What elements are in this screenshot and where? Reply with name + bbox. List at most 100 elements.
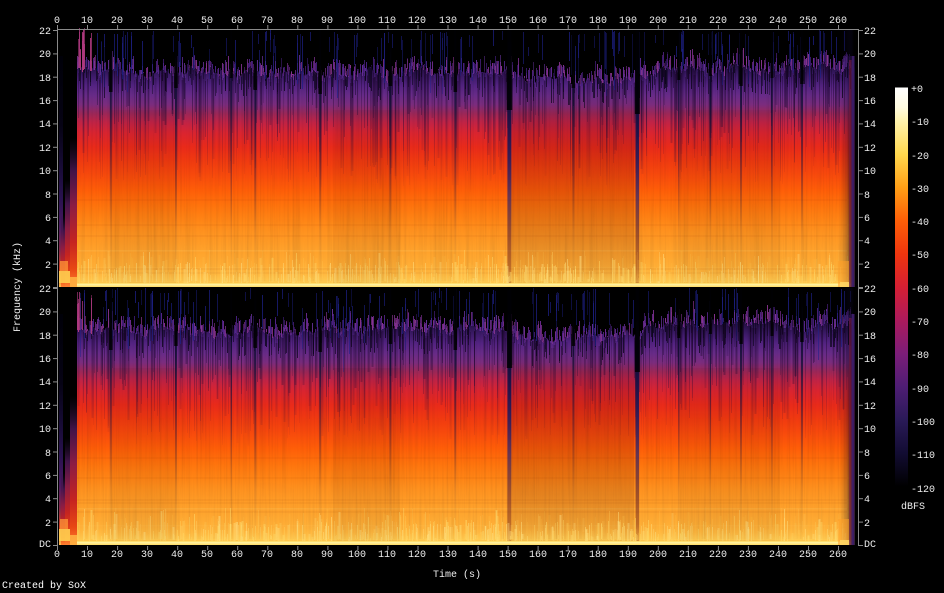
svg-text:-70: -70: [911, 318, 929, 329]
svg-text:dBFS: dBFS: [901, 501, 925, 513]
svg-text:160: 160: [529, 550, 547, 561]
svg-text:150: 150: [499, 16, 517, 27]
svg-text:-40: -40: [911, 218, 929, 229]
svg-text:20: 20: [111, 16, 123, 27]
svg-text:170: 170: [559, 16, 577, 27]
svg-text:4: 4: [45, 495, 51, 506]
svg-text:240: 240: [769, 550, 787, 561]
svg-text:-30: -30: [911, 185, 929, 196]
svg-text:-60: -60: [911, 285, 929, 296]
svg-text:14: 14: [864, 120, 876, 131]
svg-text:100: 100: [348, 550, 366, 561]
svg-text:8: 8: [45, 449, 51, 460]
svg-text:150: 150: [499, 550, 517, 561]
svg-text:20: 20: [111, 550, 123, 561]
svg-text:18: 18: [39, 74, 51, 85]
svg-text:40: 40: [171, 16, 183, 27]
svg-text:22: 22: [39, 285, 51, 296]
svg-text:-120: -120: [911, 485, 935, 496]
svg-text:0: 0: [54, 550, 60, 561]
svg-text:22: 22: [864, 27, 876, 38]
svg-text:18: 18: [39, 332, 51, 343]
svg-text:110: 110: [378, 16, 396, 27]
svg-text:12: 12: [864, 402, 876, 413]
svg-text:10: 10: [864, 425, 876, 436]
svg-text:190: 190: [619, 550, 637, 561]
svg-text:6: 6: [45, 214, 51, 225]
svg-text:22: 22: [864, 285, 876, 296]
svg-text:100: 100: [348, 16, 366, 27]
svg-text:20: 20: [39, 308, 51, 319]
svg-text:DC: DC: [39, 540, 51, 551]
svg-text:6: 6: [864, 472, 870, 483]
svg-text:12: 12: [39, 402, 51, 413]
svg-text:16: 16: [864, 97, 876, 108]
svg-text:30: 30: [141, 550, 153, 561]
svg-text:260: 260: [829, 550, 847, 561]
svg-text:16: 16: [864, 355, 876, 366]
svg-text:18: 18: [864, 74, 876, 85]
svg-text:90: 90: [321, 16, 333, 27]
svg-text:Frequency (kHz): Frequency (kHz): [12, 242, 24, 332]
svg-text:6: 6: [864, 214, 870, 225]
svg-text:80: 80: [291, 550, 303, 561]
svg-text:90: 90: [321, 550, 333, 561]
svg-text:12: 12: [39, 144, 51, 155]
svg-text:230: 230: [739, 16, 757, 27]
svg-text:60: 60: [231, 16, 243, 27]
svg-text:220: 220: [709, 16, 727, 27]
svg-text:140: 140: [469, 550, 487, 561]
svg-text:70: 70: [261, 550, 273, 561]
svg-text:Time (s): Time (s): [433, 569, 481, 581]
svg-text:10: 10: [81, 16, 93, 27]
svg-text:-10: -10: [911, 118, 929, 129]
svg-text:60: 60: [231, 550, 243, 561]
svg-text:210: 210: [679, 16, 697, 27]
svg-text:2: 2: [45, 519, 51, 530]
svg-text:20: 20: [39, 50, 51, 61]
svg-text:130: 130: [439, 16, 457, 27]
svg-text:Created by SoX: Created by SoX: [2, 580, 86, 592]
svg-text:22: 22: [39, 27, 51, 38]
svg-text:+0: +0: [911, 85, 923, 96]
svg-text:20: 20: [864, 308, 876, 319]
svg-text:180: 180: [589, 550, 607, 561]
svg-text:16: 16: [39, 97, 51, 108]
svg-text:130: 130: [439, 550, 457, 561]
svg-text:0: 0: [54, 16, 60, 27]
svg-text:20: 20: [864, 50, 876, 61]
svg-text:2: 2: [45, 261, 51, 272]
svg-text:4: 4: [864, 495, 870, 506]
svg-text:190: 190: [619, 16, 637, 27]
svg-text:120: 120: [408, 16, 426, 27]
svg-text:70: 70: [261, 16, 273, 27]
svg-text:10: 10: [81, 550, 93, 561]
svg-text:160: 160: [529, 16, 547, 27]
svg-text:12: 12: [864, 144, 876, 155]
svg-text:110: 110: [378, 550, 396, 561]
svg-text:170: 170: [559, 550, 577, 561]
svg-text:14: 14: [39, 378, 51, 389]
svg-text:DC: DC: [864, 540, 876, 551]
svg-text:250: 250: [799, 16, 817, 27]
svg-text:10: 10: [864, 167, 876, 178]
svg-text:8: 8: [864, 191, 870, 202]
svg-text:210: 210: [679, 550, 697, 561]
svg-text:230: 230: [739, 550, 757, 561]
svg-text:-90: -90: [911, 385, 929, 396]
svg-text:50: 50: [201, 16, 213, 27]
svg-text:40: 40: [171, 550, 183, 561]
svg-text:18: 18: [864, 332, 876, 343]
svg-text:2: 2: [864, 519, 870, 530]
svg-text:260: 260: [829, 16, 847, 27]
svg-text:10: 10: [39, 425, 51, 436]
svg-text:14: 14: [39, 120, 51, 131]
svg-text:16: 16: [39, 355, 51, 366]
svg-text:250: 250: [799, 550, 817, 561]
svg-text:-50: -50: [911, 251, 929, 262]
svg-text:-110: -110: [911, 451, 935, 462]
svg-text:120: 120: [408, 550, 426, 561]
svg-text:220: 220: [709, 550, 727, 561]
svg-text:6: 6: [45, 472, 51, 483]
svg-text:2: 2: [864, 261, 870, 272]
